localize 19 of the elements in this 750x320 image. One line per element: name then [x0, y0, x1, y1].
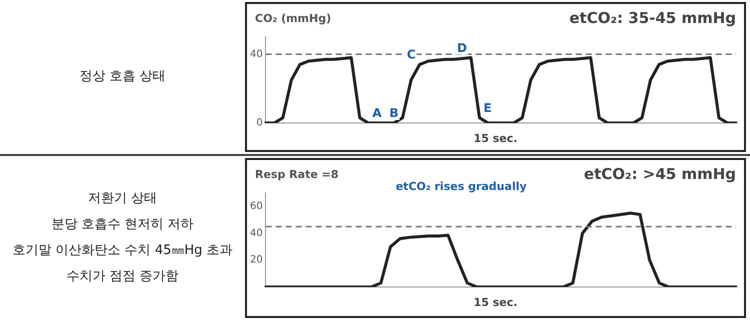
data-label: A	[372, 106, 382, 120]
text: 저환기 상태 분당 호흡수 현저히 저하 호기말 이산화탄소 수치 45㎜Hg 초과 수치가 점점 증가함	[11, 190, 234, 286]
y-tick-label: 40	[250, 48, 263, 60]
annotation: etCO₂ rises gradually	[394, 178, 528, 192]
text: 정상 호흡 상태	[78, 68, 167, 86]
data-label: C	[406, 48, 416, 62]
chart-title: Resp Rate =8	[255, 168, 338, 180]
y-tick-label: 60	[250, 201, 263, 212]
y-tick-label: 20	[250, 254, 263, 266]
y-tick-label: 40	[250, 228, 263, 239]
data-label: B	[389, 106, 399, 120]
chart-subtitle: etCO₂: 35-45 mmHg	[569, 9, 736, 27]
x-axis-title: 15 sec.	[472, 132, 518, 145]
y-tick-label: 0	[256, 118, 263, 129]
x-axis-title: 15 sec.	[472, 296, 518, 309]
data-label: D	[456, 40, 467, 55]
chart-subtitle: etCO₂: >45 mmHg	[584, 165, 736, 183]
y-axis-title: CO₂ (mmHg)	[255, 12, 332, 24]
data-label: E	[483, 100, 492, 115]
